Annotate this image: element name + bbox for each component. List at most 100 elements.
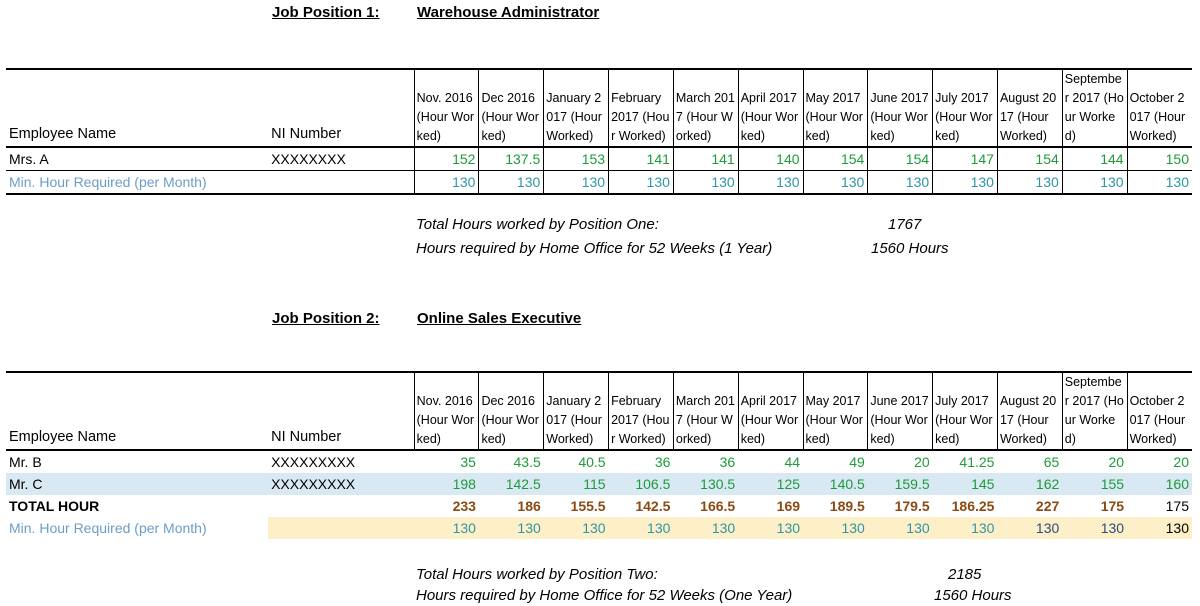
summary-required-label: Hours required by Home Office for 52 Wee… (416, 240, 773, 257)
hours-cell: 137.5 (478, 147, 544, 171)
hours-cell: 141 (608, 147, 674, 171)
ni-number: XXXXXXXXX (268, 473, 415, 495)
section-2-title: Online Sales Executive (417, 310, 582, 327)
total-cell: 186.25 (951, 498, 995, 514)
total-cell: 166.5 (700, 498, 736, 514)
total-cell: 142.5 (635, 498, 671, 514)
hours-cell: 130.5 (673, 473, 739, 495)
hours-cell: 153 (543, 147, 609, 171)
total-cell: 227 (1035, 498, 1060, 514)
employee-name: Mrs. A (6, 147, 269, 171)
required-cell: 130 (1126, 170, 1192, 195)
required-cell: 130 (1061, 170, 1128, 195)
summary-total-value: 2185 (948, 566, 982, 583)
ni-number: XXXXXXXX (268, 147, 415, 171)
month-header: February 2017 (Hour Worked) (608, 371, 674, 451)
hours-cell: 159.5 (867, 473, 933, 495)
employee-name: Mr. C (6, 473, 269, 495)
hours-cell: 145 (932, 473, 998, 495)
section-1-label: Job Position 1: (272, 4, 380, 21)
month-header: October 2017 (Hour Worked) (1126, 371, 1192, 451)
ni-number-header: NI Number (268, 371, 415, 451)
total-cell: 179.5 (894, 498, 930, 514)
hours-cell: 144 (1061, 147, 1128, 171)
required-cell: 130 (413, 170, 479, 195)
hours-cell: 155 (1062, 473, 1128, 495)
required-cell: 130 (802, 170, 868, 195)
total-cell: 169 (776, 498, 801, 514)
ni-number-header: NI Number (268, 68, 415, 148)
position-1-table: Employee Name NI Number Nov. 2016 (Hour … (6, 68, 1192, 195)
hours-cell: 125 (738, 473, 804, 495)
hours-cell: 140 (737, 147, 804, 171)
hours-cell: 150 (1126, 147, 1192, 171)
hours-cell: 20 (1173, 454, 1189, 470)
position-2-table: Employee Name NI Number Nov. 2016 (Hour … (6, 371, 1192, 539)
month-header: July 2017 (Hour Worked) (932, 68, 998, 148)
month-header: May 2017 (Hour Worked) (802, 68, 868, 148)
month-header: Dec 2016 (Hour Worked) (478, 371, 544, 451)
table-row: Min. Hour Required (per Month) 130 130 1… (6, 517, 1192, 539)
required-cell: 130 (414, 517, 479, 539)
hours-cell: 142.5 (478, 473, 544, 495)
hours-cell: 43.5 (513, 454, 541, 470)
hours-cell: 147 (932, 147, 998, 171)
hours-cell: 198 (414, 473, 479, 495)
required-cell: 130 (867, 517, 933, 539)
month-header: January 2017 (Hour Worked) (543, 371, 609, 451)
hours-cell: 141 (672, 147, 739, 171)
summary-required-label: Hours required by Home Office for 52 Wee… (416, 587, 793, 604)
total-hour-label: TOTAL HOUR (9, 498, 100, 514)
required-cell: 130 (932, 170, 998, 195)
employee-name-header: Employee Name (6, 371, 269, 451)
month-header: March 2017 (Hour Worked) (672, 371, 739, 451)
required-cell: 130 (673, 517, 739, 539)
hours-cell: 160 (1127, 473, 1192, 495)
required-cell: 130 (932, 517, 998, 539)
required-cell: 130 (803, 517, 868, 539)
month-header: January 2017 (Hour Worked) (543, 68, 609, 148)
hours-cell: 20 (1108, 454, 1125, 470)
required-cell: 130 (737, 170, 804, 195)
month-header: Nov. 2016 (Hour Worked) (413, 371, 479, 451)
section-2-label: Job Position 2: (272, 310, 380, 327)
total-cell: 233 (452, 498, 476, 514)
total-cell: 175 (1165, 498, 1189, 514)
ni-number (268, 517, 415, 539)
month-header: June 2017 (Hour Worked) (867, 371, 933, 451)
total-row: TOTAL HOUR 233 186 155.5 142.5 166.5 169… (6, 495, 1192, 517)
hours-cell: 154 (802, 147, 868, 171)
min-hour-label: Min. Hour Required (per Month) (9, 520, 207, 536)
summary-required-value: 1560 Hours (934, 587, 1012, 604)
required-cell: 130 (672, 170, 739, 195)
table-header-row: Employee Name NI Number Nov. 2016 (Hour … (6, 68, 1192, 148)
required-cell: 130 (543, 170, 609, 195)
ni-number (268, 495, 414, 517)
month-header: August 2017 (Hour Worked) (996, 371, 1063, 451)
required-cell: 130 (608, 170, 674, 195)
hours-cell: 154 (867, 147, 933, 171)
required-cell: 130 (867, 170, 933, 195)
summary-total-label: Total Hours worked by Position One: (416, 216, 659, 233)
hours-cell: 35 (460, 454, 476, 470)
month-header: March 2017 (Hour Worked) (672, 68, 739, 148)
required-cell: 130 (1062, 517, 1128, 539)
required-cell: 130 (997, 517, 1063, 539)
employee-name-header: Employee Name (6, 68, 269, 148)
month-header: April 2017 (Hour Worked) (737, 371, 804, 451)
month-header: September 2017 (Hour Worked) (1061, 68, 1128, 148)
required-cell: 130 (996, 170, 1063, 195)
min-hour-label: Min. Hour Required (per Month) (6, 170, 269, 195)
hours-cell: 20 (914, 454, 930, 470)
month-header: Nov. 2016 (Hour Worked) (413, 68, 479, 148)
table-row: Mr. C XXXXXXXXX 198 142.5 115 106.5 130.… (6, 473, 1192, 495)
employee-name: Mr. B (9, 454, 42, 470)
total-cell: 175 (1100, 498, 1125, 514)
total-cell: 189.5 (829, 498, 865, 514)
month-header: Dec 2016 (Hour Worked) (478, 68, 544, 148)
table-row: Mr. B XXXXXXXXX 35 43.5 40.5 36 36 44 49… (6, 450, 1192, 473)
required-cell: 130 (608, 517, 674, 539)
hours-cell: 36 (654, 454, 671, 470)
required-cell: 130 (478, 517, 544, 539)
section-1-title: Warehouse Administrator (417, 4, 600, 21)
